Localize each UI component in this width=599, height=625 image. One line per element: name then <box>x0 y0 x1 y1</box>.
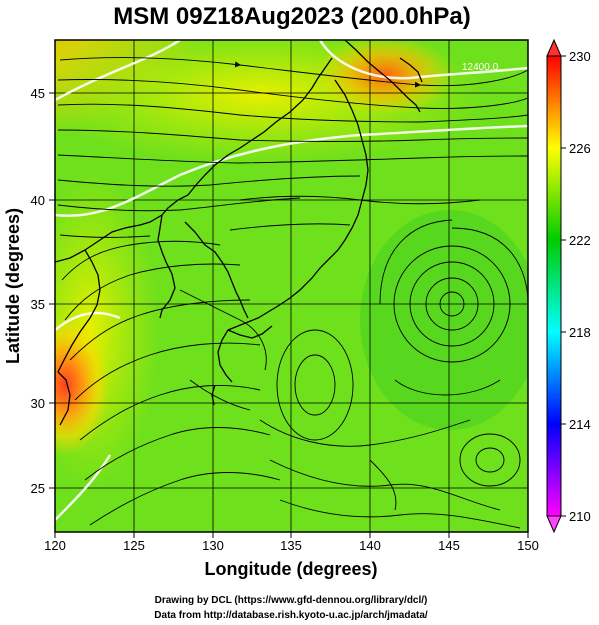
y-tick-label: 30 <box>31 396 45 411</box>
y-tick-label: 35 <box>31 297 45 312</box>
colorbar-gradient <box>546 55 562 517</box>
colorbar-tick-label: 218 <box>569 325 591 340</box>
colorbar-tick-label: 226 <box>569 141 591 156</box>
cool-region-east <box>360 210 528 430</box>
warm-region-southwest <box>55 315 110 455</box>
grid-lines <box>55 40 528 532</box>
x-tick-label: 125 <box>123 538 145 553</box>
height-contours <box>55 40 528 521</box>
x-tick-label: 135 <box>280 538 302 553</box>
chart-title: MSM 09Z18Aug2023 (200.0hPa) <box>113 3 470 30</box>
map-plot-area: 12400.0 <box>55 40 528 532</box>
x-tick-label: 130 <box>202 538 224 553</box>
x-tick-label: 120 <box>44 538 66 553</box>
colorbar-tick-label: 210 <box>569 509 591 524</box>
colorbar-tick-label: 214 <box>569 417 591 432</box>
credit-drawing: Drawing by DCL (https://www.gfd-dennou.o… <box>155 595 428 606</box>
tick-marks <box>49 92 529 538</box>
x-tick-labels: 120 125 130 135 140 145 150 <box>44 538 539 553</box>
colorbar-top-arrow <box>546 38 562 57</box>
y-tick-label: 25 <box>31 481 45 496</box>
streamlines <box>57 57 528 529</box>
contour-label: 12400.0 <box>462 62 499 73</box>
warm-region-northwest <box>55 40 240 165</box>
x-axis-label: Longitude (degrees) <box>204 559 377 579</box>
y-tick-labels: 45 40 35 30 25 <box>31 86 45 496</box>
x-tick-label: 145 <box>438 538 460 553</box>
colorbar-tick-label: 222 <box>569 233 591 248</box>
y-tick-label: 45 <box>31 86 45 101</box>
y-axis-label: Latitude (degrees) <box>3 208 23 364</box>
x-tick-label: 150 <box>517 538 539 553</box>
colorbar-tick-label: 230 <box>569 49 591 64</box>
x-tick-label: 140 <box>359 538 381 553</box>
credit-data: Data from http://database.rish.kyoto-u.a… <box>154 610 428 621</box>
colorbar-bottom-arrow <box>546 515 562 534</box>
y-tick-label: 40 <box>31 193 45 208</box>
colorbar: 230 226 222 218 214 210 <box>546 38 591 534</box>
